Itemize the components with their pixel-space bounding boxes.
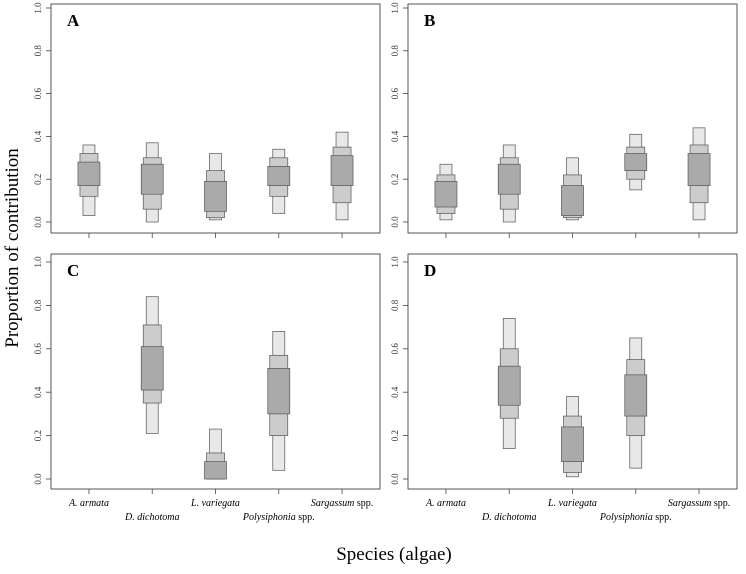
panel-a: A 0.0 0.2 0.4 0.6 0.8 1.0: [33, 2, 381, 238]
y-tick-label: 0.2: [390, 174, 400, 185]
box-ci50: [561, 185, 584, 216]
ci-box-1: [140, 142, 164, 223]
box-ci50: [624, 153, 648, 171]
y-tick-label: 1.0: [33, 2, 43, 14]
ci-box-3: [267, 331, 291, 471]
x-tick-label: D. dichotoma: [481, 512, 536, 523]
panel-label: C: [67, 261, 79, 280]
box-ci50: [77, 161, 101, 186]
ci-box-2: [561, 157, 584, 221]
y-tick-label: 0.2: [390, 430, 400, 441]
panel-label: A: [67, 11, 80, 30]
box-ci50: [561, 426, 584, 462]
y-tick-label: 0.8: [390, 299, 400, 311]
x-tick-label: A. armata: [425, 498, 466, 509]
ci-box-1: [497, 318, 521, 449]
box-ci50: [204, 461, 227, 480]
x-tick-label: Sargassum spp.: [311, 498, 373, 509]
ci-box-4: [330, 131, 354, 221]
panel-label: D: [424, 261, 436, 280]
ci-box-3: [624, 133, 648, 191]
y-axis-title: Proportion of contribution: [2, 148, 23, 348]
y-tick-label: 0.8: [390, 45, 400, 57]
box-ci50: [497, 163, 521, 195]
y-tick-label: 0.6: [33, 87, 43, 99]
y-tick-label: 0.2: [33, 174, 43, 185]
y-tick-label: 0.2: [33, 430, 43, 441]
x-tick-label: L. variegata: [547, 498, 597, 509]
y-tick-label: 0.8: [33, 45, 43, 57]
box-ci50: [140, 346, 164, 391]
x-tick-label: Sargassum spp.: [668, 498, 730, 509]
ci-box-2: [204, 153, 227, 221]
ci-box-3: [267, 148, 291, 214]
ci-box-0: [434, 163, 458, 221]
y-tick-label: 0.0: [390, 216, 400, 228]
box-ci50: [330, 155, 354, 186]
y-tick-label: 0.4: [390, 386, 400, 398]
box-ci50: [140, 163, 164, 195]
box-ci50: [267, 367, 291, 415]
box-ci50: [267, 166, 291, 186]
y-tick-label: 1.0: [33, 256, 43, 268]
y-tick-label: 0.4: [33, 386, 43, 398]
y-tick-label: 0.6: [33, 343, 43, 355]
ci-box-1: [140, 296, 164, 434]
x-axis-title: Species (algae): [336, 544, 452, 565]
panel-b: B 0.0 0.2 0.4 0.6 0.8 1.0: [390, 2, 738, 238]
y-tick-label: 0.8: [33, 299, 43, 311]
x-tick-label: Polysiphonia spp.: [242, 512, 315, 523]
x-tick-label: D. dichotoma: [124, 512, 179, 523]
box-ci50: [497, 365, 521, 406]
x-tick-label: Polysiphonia spp.: [599, 512, 672, 523]
y-tick-label: 0.6: [390, 343, 400, 355]
y-tick-label: 0.4: [33, 130, 43, 142]
panel-c: C 0.0 0.2 0.4 0.6 0.8 1.0: [33, 253, 381, 494]
box-ci50: [204, 180, 227, 212]
ci-box-1: [497, 144, 521, 223]
ci-box-4: [687, 127, 711, 221]
ci-box-3: [624, 337, 648, 469]
y-tick-label: 0.0: [390, 473, 400, 485]
ci-box-2: [204, 428, 227, 480]
ci-box-2: [561, 396, 584, 478]
y-tick-label: 1.0: [390, 2, 400, 14]
y-tick-label: 1.0: [390, 256, 400, 268]
y-tick-label: 0.6: [390, 87, 400, 99]
x-tick-label: L. variegata: [190, 498, 240, 509]
box-ci50: [434, 180, 458, 208]
ci-box-0: [77, 144, 101, 216]
panel-d: D 0.0 0.2 0.4 0.6 0.8 1.0: [390, 253, 738, 494]
box-ci50: [687, 153, 711, 186]
y-tick-label: 0.0: [33, 473, 43, 485]
panel-label: B: [424, 11, 435, 30]
x-tick-label: A. armata: [68, 498, 109, 509]
y-tick-label: 0.4: [390, 130, 400, 142]
box-ci50: [624, 374, 648, 417]
y-tick-label: 0.0: [33, 216, 43, 228]
